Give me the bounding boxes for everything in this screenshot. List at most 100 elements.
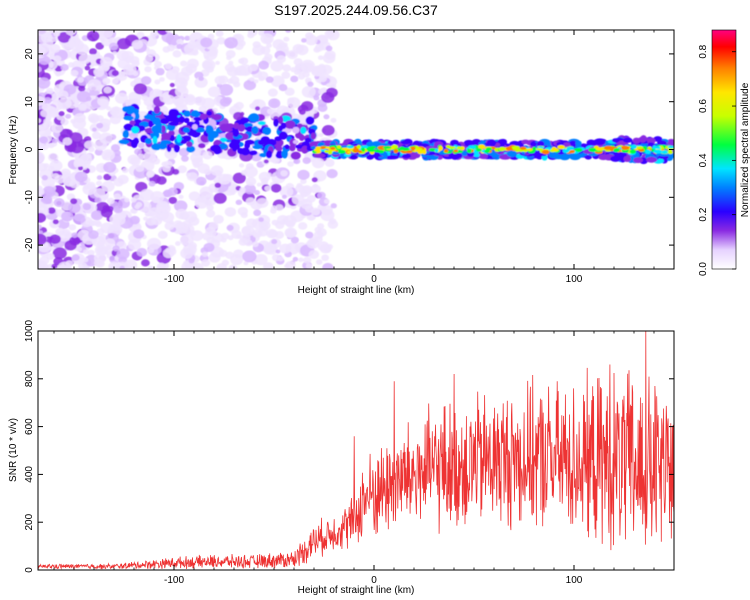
spectrogram-noise-blob (38, 126, 51, 137)
spectrogram-noise-blob (177, 165, 187, 174)
spectrogram-onset-blob (292, 139, 299, 144)
spectrogram-peak-blob (541, 149, 550, 155)
spectrogram-noise-blob (279, 186, 294, 198)
spectrogram-ytick-label: 20 (24, 48, 35, 60)
spectrogram-peak-blob (361, 147, 366, 152)
spectrogram-peak-blob (629, 149, 637, 154)
spectrogram-noise-blob (218, 249, 228, 258)
spectrogram-onset-blob (199, 113, 208, 120)
spectrogram-noise-blob (154, 79, 161, 85)
spectrogram-noise-blob (69, 141, 85, 154)
spectrogram-peak-blob (336, 145, 342, 149)
spectrogram-noise-blob (131, 39, 144, 50)
spectrogram-noise-blob (179, 212, 190, 220)
spectrogram-noise-blob (267, 229, 279, 239)
spectrogram-noise-blob (91, 131, 102, 140)
spectrogram-noise-blob (278, 83, 288, 92)
spectrogram-noise-blob (47, 142, 55, 149)
spectrogram-noise-blob (157, 30, 169, 36)
spectrogram-noise-blob (205, 65, 214, 73)
spectrogram-noise-blob (310, 184, 321, 194)
spectrogram-noise-blob (321, 91, 335, 103)
snr-series-line (38, 331, 674, 570)
spectrogram-onset-blob (147, 110, 154, 116)
spectrogram-onset-blob (190, 111, 201, 118)
spectrogram-onset-blob (241, 133, 249, 140)
spectrogram-peak-blob (456, 146, 463, 150)
spectrogram-peak-blob (422, 149, 427, 155)
spectrogram-noise-blob (305, 34, 318, 46)
spectrogram-noise-blob (91, 220, 98, 226)
spectrogram-peak-blob (574, 148, 580, 151)
spectrogram-noise-blob (258, 217, 264, 222)
spectrogram-noise-blob (285, 260, 296, 269)
spectrogram-onset-blob (169, 134, 175, 142)
spectrogram-noise-blob (100, 222, 114, 234)
spectrogram-onset-blob (240, 147, 251, 156)
spectrogram-noise-blob (291, 194, 305, 205)
spectrogram-noise-blob (77, 166, 84, 171)
spectrogram-noise-blob (73, 157, 85, 167)
spectrogram-noise-blob (300, 178, 307, 185)
spectrogram-onset-blob (208, 130, 219, 139)
spectrogram-noise-blob (207, 86, 221, 98)
spectrogram-noise-blob (40, 109, 50, 118)
spectrogram-noise-blob (53, 31, 61, 37)
spectrogram-noise-blob (159, 77, 165, 82)
spectrogram-noise-blob (155, 67, 165, 76)
spectrogram-peak-blob (511, 145, 520, 150)
spectrogram-noise-blob (146, 170, 155, 177)
spectrogram-peak-blob (621, 145, 630, 150)
colorbar-ticks: 0.0 0.2 0.4 0.6 0.8 (698, 44, 736, 276)
spectrogram-noise-blob (290, 75, 299, 83)
spectrogram-noise-blob (208, 221, 219, 230)
spectrogram-noise-blob (148, 180, 156, 187)
spectrogram-noise-blob (258, 60, 269, 70)
spectrogram-noise-blob (199, 186, 214, 198)
spectrogram-noise-blob (113, 205, 123, 214)
spectrogram-onset-blob (284, 120, 296, 129)
spectrogram-noise-blob (295, 44, 309, 56)
spectrogram-peak-blob (361, 145, 369, 149)
spectrogram-band-blob (610, 155, 621, 162)
spectrogram-noise-blob (285, 220, 296, 228)
spectrogram-noise-blob (68, 224, 77, 231)
colorbar: 0.0 0.2 0.4 0.6 0.8 Normalized spectral ampl… (698, 29, 750, 276)
spectrogram-peak-blob (658, 145, 664, 151)
spectrogram-noise-blob (78, 53, 91, 65)
spectrogram-band-blob (569, 153, 581, 161)
spectrogram-onset-blob (222, 127, 233, 132)
spectrogram-noise-blob (321, 125, 335, 136)
spectrogram-band-blob (647, 142, 655, 148)
spectrogram-onset-blob (123, 115, 134, 121)
spectrogram-onset-blob (274, 136, 282, 142)
spectrogram-band-blob (646, 156, 658, 163)
spectrogram-onset-blob (151, 143, 162, 151)
spectrogram-noise-blob (327, 219, 339, 229)
spectrogram-noise-blob (287, 161, 294, 167)
spectrogram-onset-blob (178, 115, 186, 123)
spectrogram-noise-blob (285, 228, 297, 238)
spectrogram-noise-blob (220, 237, 227, 243)
spectrogram-noise-blob (308, 250, 320, 259)
spectrogram-noise-blob (271, 254, 281, 262)
spectrogram-noise-blob (185, 172, 191, 177)
spectrogram-noise-blob (130, 197, 137, 203)
snr-frame (37, 330, 675, 571)
spectrogram-noise-blob (41, 103, 52, 111)
spectrogram-noise-blob (41, 175, 48, 181)
spectrogram-noise-blob (318, 63, 326, 70)
spectrogram-peak-blob (370, 145, 377, 149)
spectrogram-noise-blob (93, 253, 107, 264)
spectrogram-noise-blob (117, 71, 126, 78)
spectrogram-noise-blob (215, 60, 220, 65)
spectrogram-peak-blob (443, 148, 449, 153)
spectrogram-noise-blob (103, 86, 112, 94)
spectrogram-noise-blob (298, 222, 308, 230)
spectrogram-noise-blob (204, 55, 210, 60)
spectrogram-peak-blob (562, 148, 570, 153)
spectrogram-onset-blob (143, 114, 154, 120)
spectrogram-noise-blob (247, 30, 258, 37)
spectrogram-noise-blob (57, 97, 72, 110)
